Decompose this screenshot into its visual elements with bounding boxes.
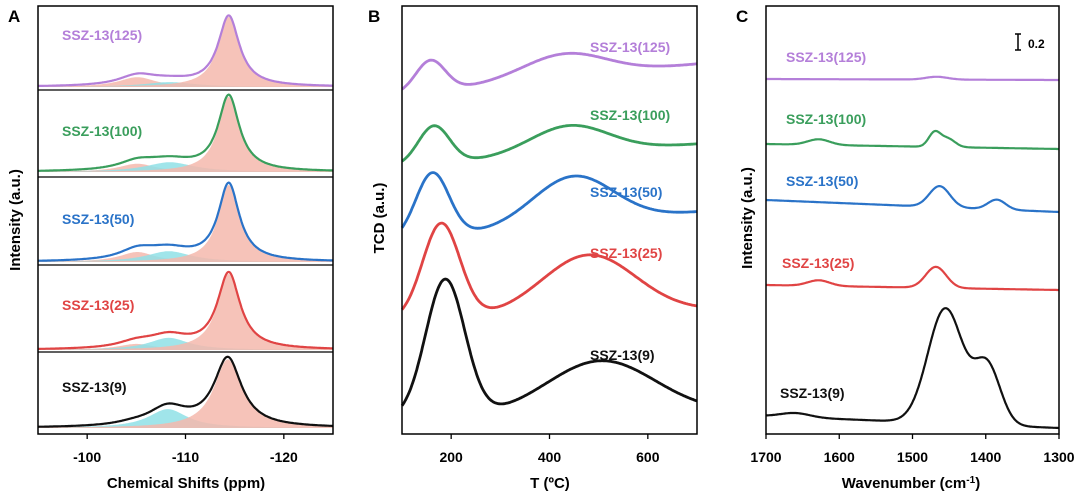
panel-c-series-label: SSZ-13(25): [782, 255, 854, 271]
panel-a-peak-fill: [38, 409, 333, 428]
panel-a-series-line: [38, 181, 333, 262]
panel-b-series-label: SSZ-13(25): [590, 245, 662, 261]
panel-c-series-label: SSZ-13(9): [780, 385, 845, 401]
panel-c-series-labels: SSZ-13(125) SSZ-13(100) SSZ-13(50) SSZ-13(2…: [780, 49, 866, 401]
panel-c-tick-label: 1700: [750, 449, 781, 465]
panel-b-series-label: SSZ-13(100): [590, 107, 670, 123]
panel-b-x-ticks: 200 400 600: [439, 434, 660, 465]
panel-a-series-label: SSZ-13(50): [62, 211, 134, 227]
panel-b-series-labels: SSZ-13(125) SSZ-13(100) SSZ-13(50) SSZ-13(2…: [590, 39, 670, 363]
panel-a-peak-fill: [38, 163, 333, 172]
panel-b-tick-label: 600: [636, 449, 660, 465]
panel-c-xlabel: Wavenumber (cm-1): [842, 475, 980, 493]
panel-b-series-line: [401, 124, 697, 163]
panel-a-tick-label: -120: [270, 449, 298, 465]
panel-b-xlabel: T (ºC): [530, 475, 570, 492]
panel-c: C Intensity (a.u.) 1700 1600 1500 1400 1300 …: [736, 5, 1075, 493]
panel-b-series-label: SSZ-13(125): [590, 39, 670, 55]
panel-b-tick-label: 200: [439, 449, 463, 465]
panel-b-series-line: [400, 171, 697, 230]
panel-c-tick-label: 1600: [824, 449, 855, 465]
panel-c-lines: [766, 75, 1059, 430]
panel-c-series-line: [766, 129, 1059, 151]
panel-b-series-line: [401, 51, 698, 91]
panel-a-series-labels: SSZ-13(125) SSZ-13(100) SSZ-13(50) SSZ-13(2…: [62, 27, 142, 395]
panel-a: A Intensity (a.u.) -100 -110 -120 SSZ-13(1…: [7, 5, 334, 492]
panel-a-ylabel: Intensity (a.u.): [7, 169, 24, 271]
panel-a-x-ticks: -100 -110 -120: [73, 434, 298, 465]
panel-b-series-label: SSZ-13(9): [590, 347, 655, 363]
panel-c-scale-bar: 0.2: [1015, 33, 1045, 51]
panel-b-ylabel: TCD (a.u.): [371, 183, 388, 254]
panel-a-tick-label: -110: [172, 449, 199, 465]
panel-a-series-label: SSZ-13(9): [62, 379, 127, 395]
panel-a-label: A: [8, 7, 20, 26]
panel-b-lines: [400, 51, 698, 407]
panel-b-series-line: [400, 221, 698, 311]
panel-a-series-line: [38, 270, 334, 350]
panel-b-series-label: SSZ-13(50): [590, 184, 662, 200]
panel-a-separators: [38, 89, 333, 353]
panel-c-tick-label: 1400: [970, 449, 1001, 465]
panel-c-series-label: SSZ-13(50): [786, 173, 858, 189]
panel-c-ylabel: Intensity (a.u.): [739, 167, 756, 269]
panel-b-label: B: [368, 7, 380, 26]
panel-c-series-label: SSZ-13(125): [786, 49, 866, 65]
panel-a-lines: [37, 14, 334, 428]
panel-c-series-line: [766, 75, 1059, 82]
panel-c-label: C: [736, 7, 748, 26]
panel-a-series-label: SSZ-13(25): [62, 297, 134, 313]
panel-c-tick-label: 1500: [897, 449, 928, 465]
panel-c-xlabel-end: ): [975, 475, 980, 492]
panel-a-xlabel: Chemical Shifts (ppm): [107, 475, 265, 492]
panel-b-tick-label: 400: [538, 449, 562, 465]
panel-c-series-label: SSZ-13(100): [786, 111, 866, 127]
scale-bar-label: 0.2: [1028, 37, 1045, 51]
panel-a-series-label: SSZ-13(100): [62, 123, 142, 139]
panel-a-peak-fill: [38, 252, 333, 262]
panel-b: B TCD (a.u.) 200 400 600 SSZ-13(125)SSZ-13…: [368, 5, 698, 492]
panel-c-tick-label: 1300: [1043, 449, 1074, 465]
panel-a-series-line: [38, 93, 334, 172]
panel-c-series-line: [766, 185, 1059, 214]
panel-c-xlabel-sup: -1: [966, 475, 975, 486]
panel-c-series-line: [766, 265, 1059, 292]
panel-c-xlabel-main: Wavenumber (cm: [842, 475, 966, 492]
panel-b-series-line: [400, 277, 698, 407]
panel-c-series-line: [766, 307, 1059, 430]
panel-c-x-ticks: 1700 1600 1500 1400 1300: [750, 434, 1075, 465]
panel-a-series-line: [37, 355, 333, 428]
panel-a-tick-label: -100: [73, 449, 101, 465]
panel-a-series-label: SSZ-13(125): [62, 27, 142, 43]
panel-a-peak-fill: [38, 77, 333, 87]
panel-a-fills: [38, 17, 333, 428]
panel-a-series-line: [38, 14, 334, 87]
panel-c-frame: [765, 5, 1060, 435]
